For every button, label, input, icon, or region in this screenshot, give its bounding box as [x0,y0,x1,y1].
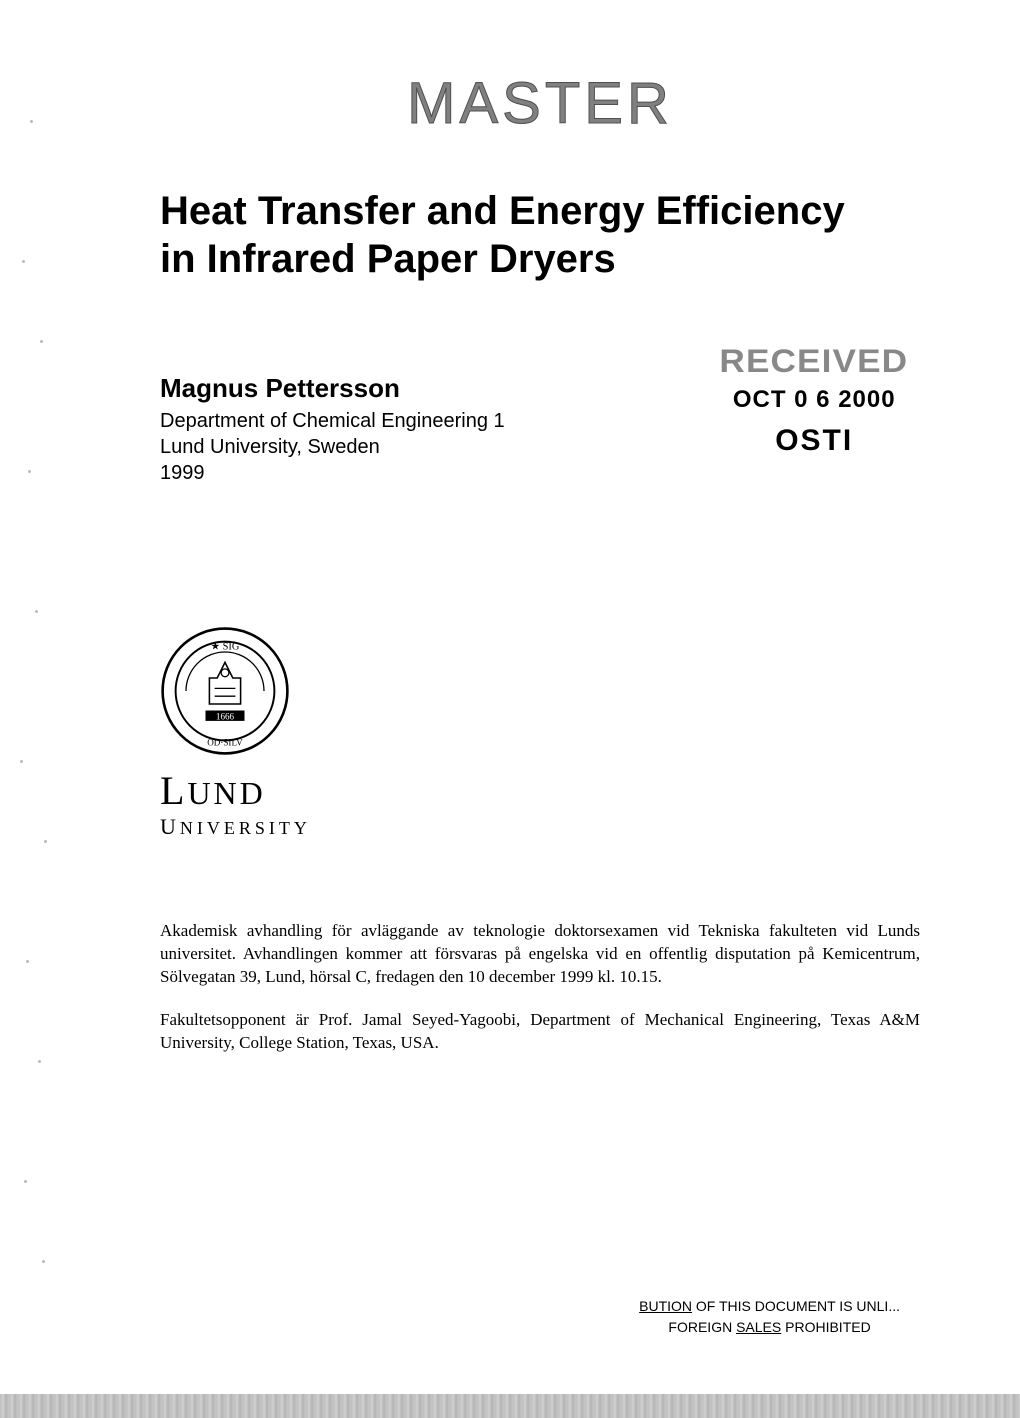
svg-text:OD·SILV: OD·SILV [207,738,243,748]
distribution-l1-underlined: BUTION [639,1298,692,1314]
distribution-l2-pre: FOREIGN [668,1319,736,1335]
scan-noise-bottom [0,1394,1020,1418]
university-logo-block: ★ SIG OD·SILV 1666 LUND UNIVERSITY [160,626,920,840]
page-container: MASTER Heat Transfer and Energy Efficien… [0,0,1020,1418]
title-line-1: Heat Transfer and Energy Efficiency [160,189,845,233]
document-title: Heat Transfer and Energy Efficiency in I… [160,187,920,283]
author-department: Department of Chemical Engineering 1 [160,408,728,434]
watermark-master: MASTER [160,70,920,137]
stamp-date-text: OCT 0 6 2000 [728,386,900,414]
author-year: 1999 [160,460,728,486]
received-stamp: RECEIVED OCT 0 6 2000 OSTI [728,343,900,458]
distribution-l2-post: PROHIBITED [781,1319,870,1335]
distribution-line-1: BUTION OF THIS DOCUMENT IS UNLI... [639,1296,900,1317]
university-name-main: LUND [160,768,266,813]
university-name-sub: UNIVERSITY [160,814,920,840]
stamp-org-text: OSTI [728,424,900,458]
author-name: Magnus Pettersson [160,373,728,404]
author-block: Magnus Pettersson Department of Chemical… [160,373,920,486]
svg-text:1666: 1666 [216,712,235,722]
distribution-l1-post: UNLI... [856,1298,900,1314]
distribution-notice: BUTION OF THIS DOCUMENT IS UNLI... FOREI… [639,1296,900,1338]
university-name: LUND [160,767,920,814]
abstract-paragraph-1: Akademisk avhandling för avläggande av t… [160,920,920,989]
svg-text:★ SIG: ★ SIG [211,641,240,652]
distribution-l1-mid: OF THIS DOCUMENT IS [692,1298,856,1314]
university-name-main-rest: UND [187,775,265,811]
distribution-l2-underlined: SALES [736,1319,781,1335]
university-name-sub-rest: NIVERSITY [180,818,311,838]
author-institution: Lund University, Sweden [160,434,728,460]
title-line-2: in Infrared Paper Dryers [160,237,616,281]
author-info: Magnus Pettersson Department of Chemical… [160,373,728,486]
stamp-received-text: RECEIVED [720,343,909,380]
distribution-line-2: FOREIGN SALES PROHIBITED [639,1317,900,1338]
university-seal-icon: ★ SIG OD·SILV 1666 [160,626,290,756]
abstract-paragraph-2: Fakultetsopponent är Prof. Jamal Seyed-Y… [160,1009,920,1055]
